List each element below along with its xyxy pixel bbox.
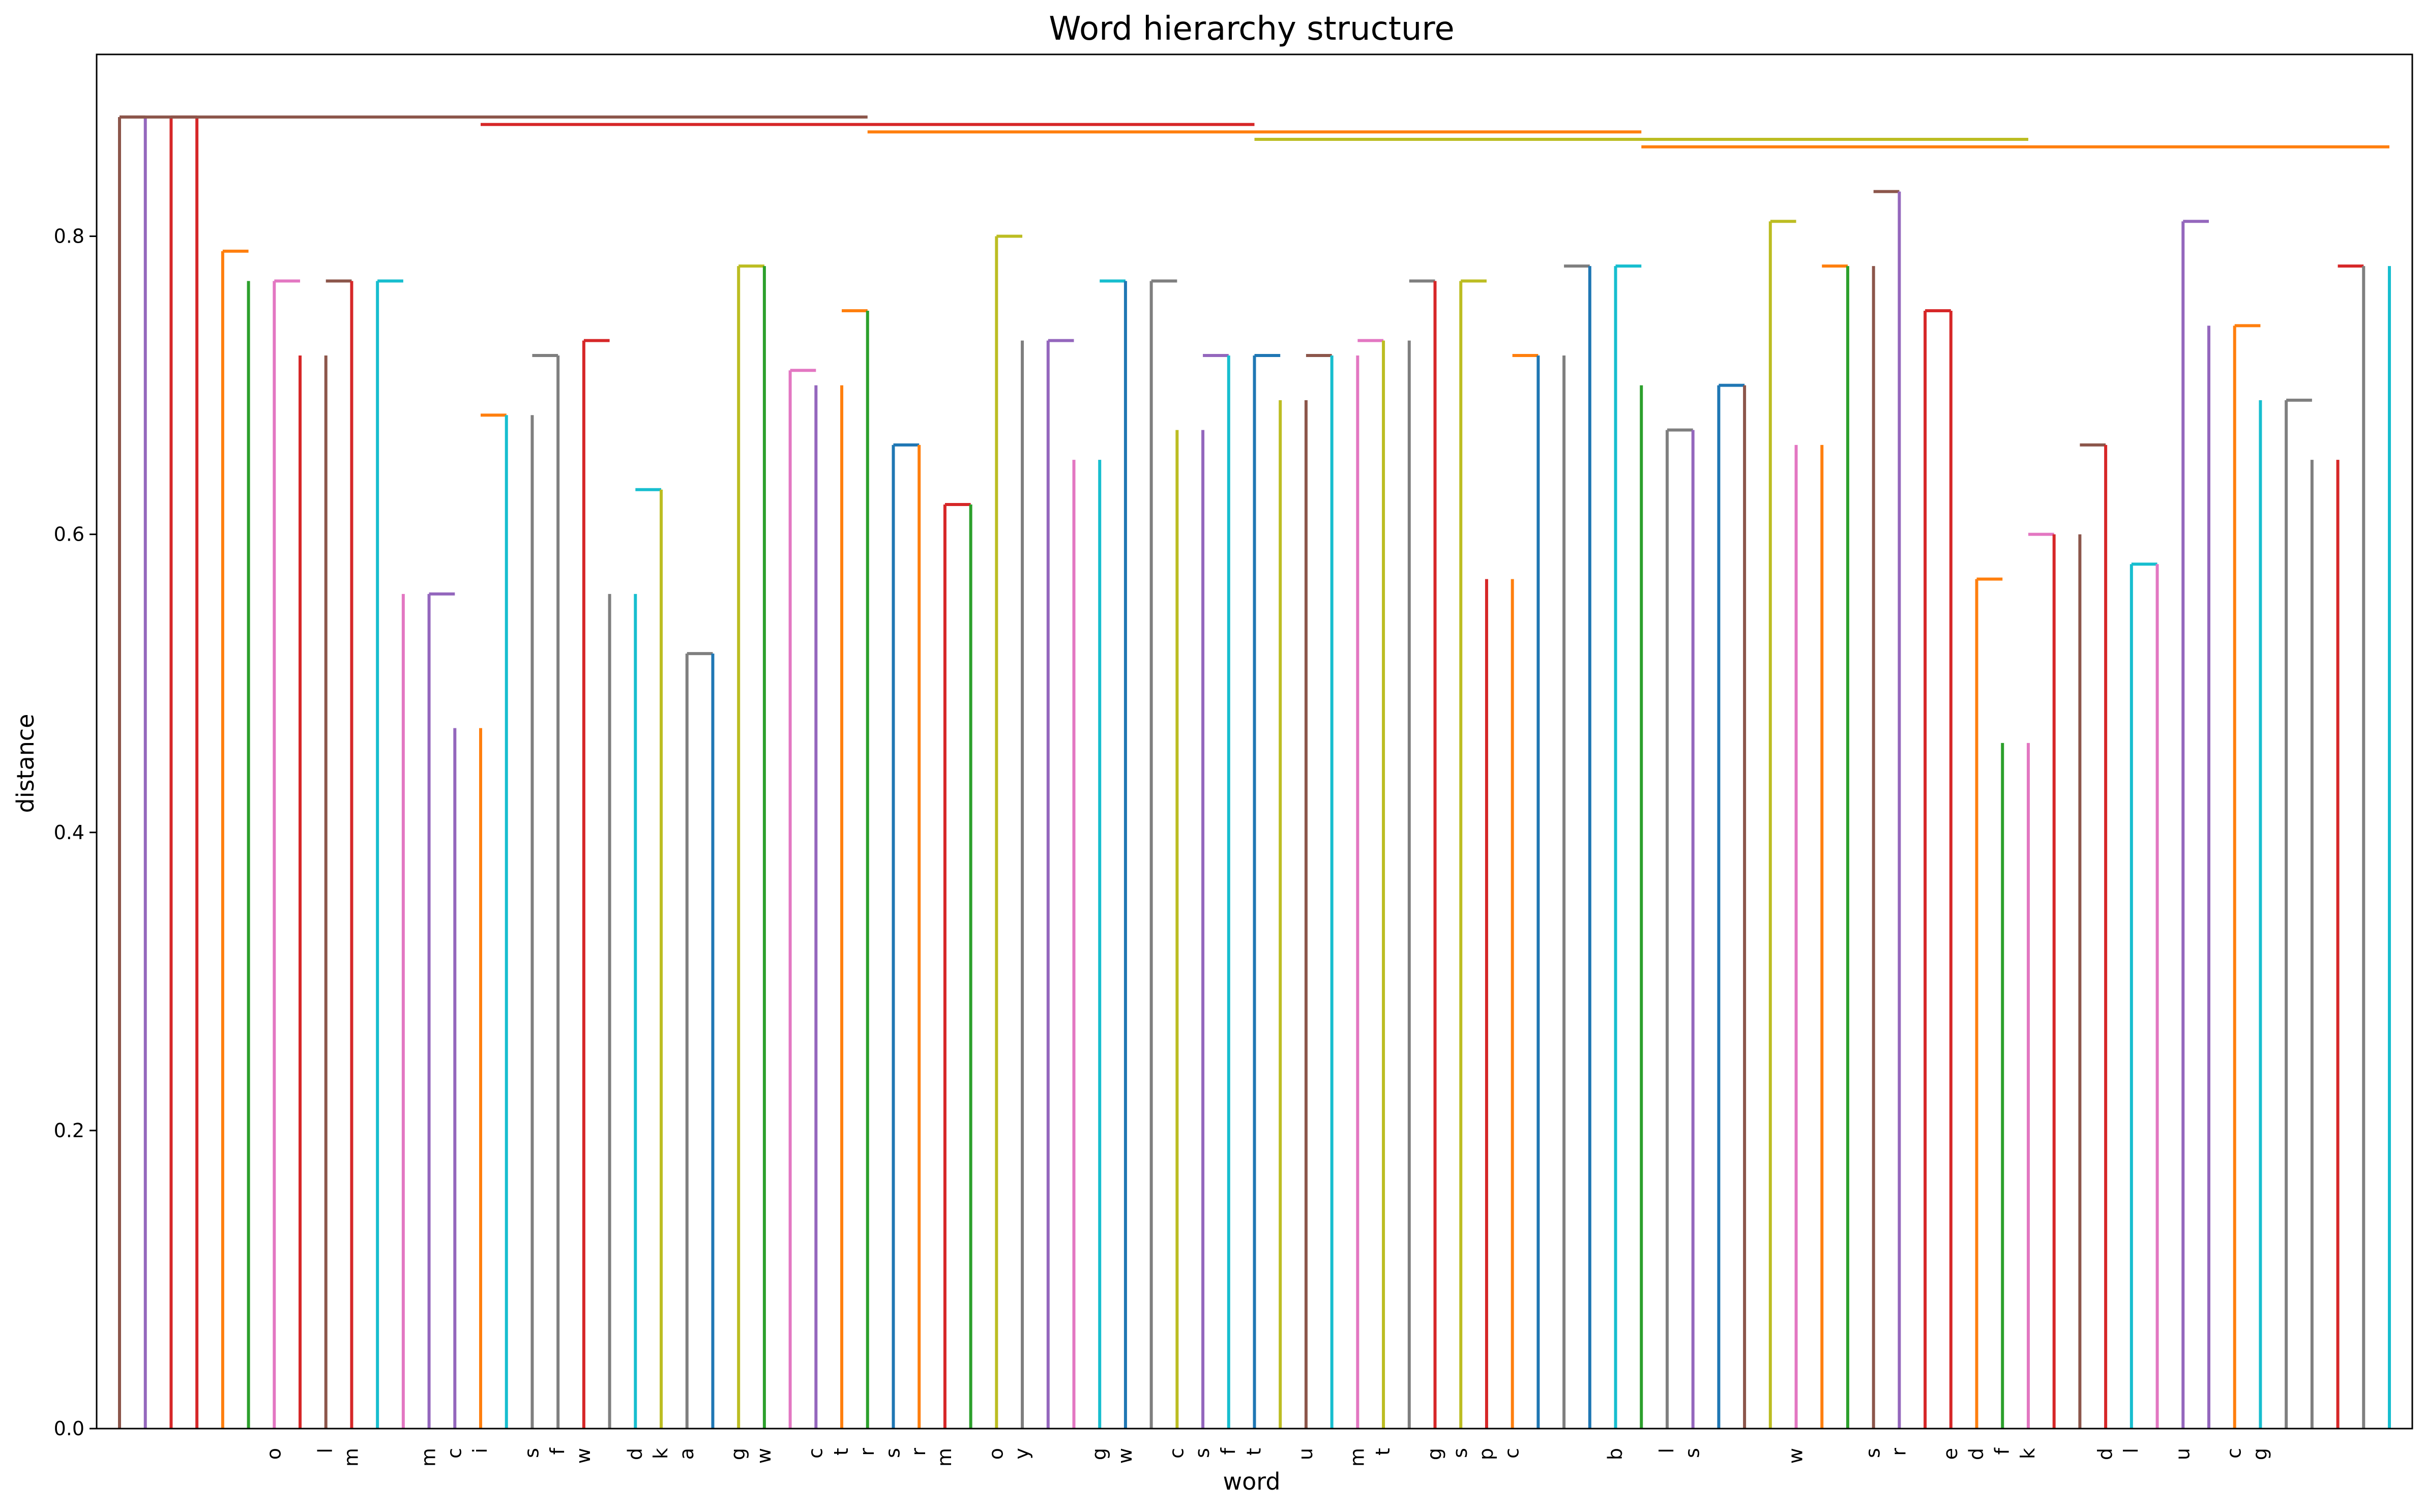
y-tick-label: 0.0 [54, 1417, 84, 1440]
leaf-label: s [1449, 1448, 1471, 1458]
leaf-label: o [985, 1448, 1007, 1460]
leaf-label: w [753, 1448, 775, 1464]
leaf-label: m [933, 1448, 956, 1467]
leaf-label: u [1294, 1448, 1317, 1460]
leaf-label: w [572, 1448, 595, 1464]
y-tick-label: 0.4 [54, 821, 84, 844]
y-tick-label: 0.2 [54, 1119, 84, 1142]
leaf-label: s [1191, 1448, 1214, 1458]
leaf-label: k [649, 1448, 672, 1459]
leaf-label: p [1475, 1448, 1497, 1460]
leaf-label: d [624, 1448, 646, 1460]
y-axis-ticks: 0.0 0.2 0.4 0.6 0.8 [54, 225, 97, 1440]
chart-title: Word hierarchy structure [1049, 10, 1454, 48]
leaf-label: t [830, 1448, 852, 1456]
leaf-label: m [1346, 1448, 1368, 1467]
leaf-label: w [1785, 1448, 1807, 1464]
leaf-label: d [2094, 1448, 2116, 1460]
leaf-label: w [1114, 1448, 1136, 1464]
leaf-label: c [1501, 1448, 1523, 1459]
leaf-label: t [1372, 1448, 1394, 1456]
y-axis-title: distance [12, 714, 39, 813]
leaf-label: o [262, 1448, 285, 1460]
leaf-label: l [2120, 1448, 2142, 1454]
leaf-label: u [2171, 1448, 2194, 1460]
leaf-label: c [443, 1448, 465, 1459]
leaf-label: r [907, 1448, 930, 1456]
leaf-label: m [340, 1448, 362, 1467]
leaf-label: s [1862, 1448, 1884, 1458]
leaf-label: s [881, 1448, 904, 1458]
y-tick-label: 0.8 [54, 225, 84, 248]
leaf-label: t [1243, 1448, 1265, 1456]
leaf-label: e [1939, 1448, 1962, 1460]
leaf-label: d [1965, 1448, 1988, 1460]
leaf-label: g [2249, 1448, 2271, 1460]
leaf-label: l [314, 1448, 337, 1454]
leaf-label: f [1991, 1447, 2013, 1455]
leaf-label: f [1217, 1447, 1239, 1455]
leaf-label: f [546, 1447, 569, 1455]
leaf-label: c [804, 1448, 826, 1459]
leaf-label: l [1655, 1448, 1678, 1454]
dendrogram-links [118, 115, 2391, 1429]
leaf-label: c [1165, 1448, 1188, 1459]
leaf-label: i [469, 1448, 491, 1454]
leaf-label: r [1887, 1448, 1910, 1456]
leaf-label: m [418, 1448, 440, 1467]
leaf-label: g [1088, 1448, 1110, 1460]
leaf-label: s [520, 1448, 543, 1458]
leaf-label: c [2223, 1448, 2245, 1459]
x-axis-title: word [1223, 1468, 1280, 1495]
leaf-label: g [1424, 1448, 1446, 1460]
leaf-label: r [856, 1448, 878, 1456]
plot-frame [96, 53, 2413, 1430]
leaf-label: g [727, 1448, 749, 1460]
leaf-label: s [1681, 1448, 1704, 1458]
leaf-label: y [1011, 1448, 1033, 1460]
leaf-label: b [1604, 1448, 1626, 1460]
y-tick-label: 0.6 [54, 523, 84, 546]
leaf-label: k [2017, 1448, 2039, 1459]
leaf-label: a [675, 1448, 698, 1460]
